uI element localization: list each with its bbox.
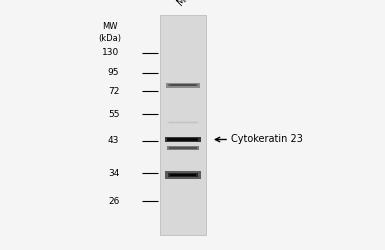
Text: MW: MW — [102, 22, 117, 31]
Bar — [168, 173, 198, 177]
Bar — [168, 84, 198, 86]
Text: 95: 95 — [108, 68, 119, 77]
Text: 43: 43 — [108, 136, 119, 145]
Text: 55: 55 — [108, 110, 119, 119]
Bar — [165, 171, 201, 179]
Text: 26: 26 — [108, 196, 119, 205]
Bar — [169, 147, 197, 149]
Bar — [166, 146, 199, 150]
Bar — [169, 174, 196, 176]
Bar — [160, 15, 206, 235]
Text: 34: 34 — [108, 168, 119, 177]
Bar — [169, 139, 197, 140]
Text: (kDa): (kDa) — [98, 34, 121, 43]
Bar — [166, 82, 200, 87]
Bar — [165, 136, 201, 142]
Bar — [166, 121, 199, 124]
Text: Cytokeratin 23: Cytokeratin 23 — [231, 134, 303, 144]
Bar — [167, 138, 198, 141]
Text: MDCK: MDCK — [176, 0, 204, 8]
Bar — [170, 84, 196, 86]
Text: 72: 72 — [108, 87, 119, 96]
Text: 130: 130 — [102, 48, 119, 57]
Bar — [169, 122, 197, 123]
